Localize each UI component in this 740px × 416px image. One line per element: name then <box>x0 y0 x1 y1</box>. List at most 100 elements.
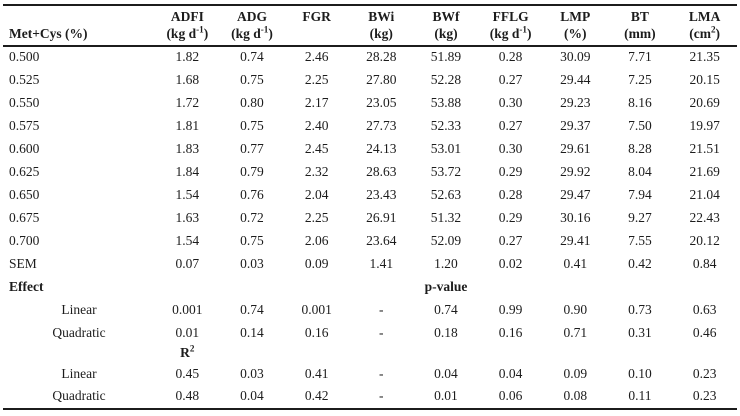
table-cell: 7.71 <box>628 49 652 65</box>
table-cell: 20.69 <box>689 94 720 110</box>
table-cell <box>349 345 414 363</box>
table-cell: 53.88 <box>430 94 462 110</box>
table-cell: 0.04 <box>240 388 264 404</box>
table-cell: 20.15 <box>689 71 720 87</box>
table-cell: 0.29 <box>498 209 523 225</box>
table-row: 0.700 1.54 0.75 2.06 23.64 52.09 0.27 29.41 7.55… <box>3 230 737 253</box>
table-cell: 29.47 <box>560 186 591 202</box>
table-cell: 7.25 <box>628 71 652 87</box>
table-row: Quadratic 0.01 0.14 0.16 - 0.18 0.16 0.71 0.31 0.… <box>3 322 737 345</box>
table-cell: p-value <box>424 278 468 294</box>
table-cell: - <box>379 324 384 340</box>
table-cell: 29.41 <box>560 232 591 248</box>
table-cell: 2.25 <box>304 71 329 87</box>
table-cell <box>220 276 285 299</box>
table-cell: 0.06 <box>498 388 523 404</box>
table-cell: 0.16 <box>304 324 329 340</box>
table-cell: 0.28 <box>498 49 523 65</box>
table-cell: 21.04 <box>689 186 720 202</box>
col-header-row-header <box>3 5 155 26</box>
table-cell: 0.001 <box>172 301 203 317</box>
table-cell: 1.82 <box>175 49 200 65</box>
table-row: 0.625 1.84 0.79 2.32 28.63 53.72 0.29 29.92 8.04… <box>3 161 737 184</box>
table-row: SEM 0.07 0.03 0.09 1.41 1.20 0.02 0.41 0.42 0.84 <box>3 253 737 276</box>
table-header: ADFI ADG FGR BWi BWf FFLG LMP BT LMA Met+Cys (%)(… <box>3 5 737 47</box>
table-cell: 2.40 <box>304 117 329 133</box>
table-cell: 0.28 <box>498 186 523 202</box>
col-unit-lma: (cm2) <box>672 25 737 47</box>
col-header-fgr: FGR <box>302 9 331 25</box>
col-unit-fflg: (kg d-1) <box>478 25 543 47</box>
table-cell: 21.51 <box>689 140 720 156</box>
table-cell: 1.54 <box>175 186 200 202</box>
table-cell: 0.99 <box>498 301 523 317</box>
row-label: 0.575 <box>9 117 40 133</box>
table-row: Effect p-value <box>3 276 737 299</box>
table-cell: - <box>379 388 384 404</box>
table-cell: 0.27 <box>498 71 523 87</box>
table-row: Linear 0.45 0.03 0.41 - 0.04 0.04 0.09 0.10 0.23 <box>3 363 737 386</box>
table-cell: 0.75 <box>240 232 264 248</box>
table-cell: 0.74 <box>240 301 264 317</box>
table-cell: 0.16 <box>498 324 523 340</box>
table-cell: 0.71 <box>563 324 588 340</box>
table-row: 0.500 1.82 0.74 2.46 28.28 51.89 0.28 30.09 7.71… <box>3 46 737 69</box>
col-header-lma: LMA <box>688 9 721 25</box>
table-cell: 0.14 <box>240 324 264 340</box>
table-cell: 0.04 <box>434 365 458 381</box>
table-cell <box>672 276 737 299</box>
table-cell: 28.63 <box>366 163 397 179</box>
table-cell: 0.02 <box>498 255 523 271</box>
row-label: 0.675 <box>9 209 40 225</box>
table-cell: 0.46 <box>692 324 717 340</box>
row-label: Quadratic <box>52 324 106 340</box>
table-cell: 2.45 <box>304 140 329 156</box>
table-body: 0.500 1.82 0.74 2.46 28.28 51.89 0.28 30.09 7.71… <box>3 46 737 409</box>
col-unit-adg: (kg d-1) <box>219 25 285 47</box>
table-cell: 1.81 <box>175 117 200 133</box>
table-cell: 26.91 <box>366 209 397 225</box>
row-label: Effect <box>9 278 44 294</box>
table-cell: 21.69 <box>689 163 720 179</box>
table-cell: 0.09 <box>563 365 588 381</box>
table-cell: 0.001 <box>301 301 332 317</box>
table-cell <box>284 345 349 363</box>
table-cell: 0.77 <box>240 140 264 156</box>
table-cell: 0.42 <box>628 255 652 271</box>
table-cell: 29.37 <box>560 117 591 133</box>
col-header-lmp: LMP <box>560 9 591 25</box>
table-cell: 1.72 <box>175 94 200 110</box>
table-cell: 1.84 <box>175 163 200 179</box>
table-cell: 0.48 <box>175 388 200 404</box>
table-cell: 0.84 <box>692 255 717 271</box>
col-header-bwi: BWi <box>368 9 395 25</box>
table-cell: 0.75 <box>240 71 264 87</box>
table-cell: 52.09 <box>430 232 462 248</box>
table-cell: 2.06 <box>304 232 329 248</box>
table-cell: 1.20 <box>434 255 458 271</box>
table-cell: 0.76 <box>240 186 264 202</box>
col-unit-bt: (mm) <box>607 26 673 47</box>
row-label: 0.550 <box>9 94 40 110</box>
table-cell <box>349 276 414 299</box>
table-cell: 30.16 <box>560 209 591 225</box>
col-unit-met-cys: Met+Cys (%) <box>3 26 155 47</box>
table-cell: 52.33 <box>430 117 462 133</box>
col-header-fflg: FFLG <box>492 9 529 25</box>
table-cell: 0.03 <box>240 365 264 381</box>
table-cell: 0.30 <box>498 94 523 110</box>
table-cell: 0.01 <box>434 388 458 404</box>
row-label <box>3 345 155 363</box>
table-cell: 2.46 <box>304 49 329 65</box>
row-label: 0.625 <box>9 163 40 179</box>
table-cell <box>608 345 673 363</box>
table-cell: 7.50 <box>628 117 652 133</box>
table-cell: 0.07 <box>175 255 200 271</box>
table-cell: 0.27 <box>498 117 523 133</box>
col-header-adg: ADG <box>236 9 267 25</box>
table-cell: 0.18 <box>434 324 458 340</box>
table-cell: 0.27 <box>498 232 523 248</box>
table-cell: 2.32 <box>304 163 329 179</box>
table-cell: 0.45 <box>175 365 200 381</box>
